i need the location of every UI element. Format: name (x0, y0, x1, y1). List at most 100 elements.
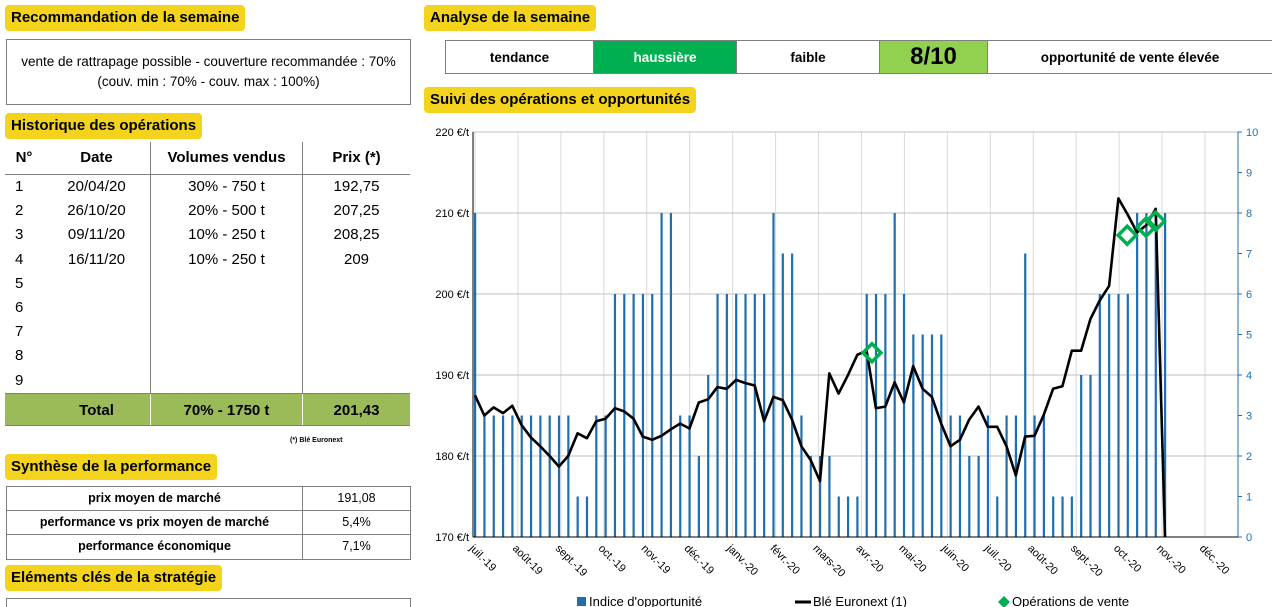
y-right-tick-label: 2 (1246, 451, 1252, 463)
opportunity-bar (613, 294, 617, 537)
y-left-tick-label: 190 €/t (435, 370, 469, 382)
historique-header: Historique des opérations (5, 113, 203, 139)
opportunity-bar (800, 415, 803, 537)
table-row: 6 (5, 295, 410, 321)
y-left-tick-label: 220 €/t (435, 127, 469, 139)
sale-operation-marker (860, 341, 884, 365)
opportunity-bar (846, 496, 850, 537)
opportunity-bar (753, 294, 756, 537)
opportunity-bar (930, 334, 934, 537)
row-prix (303, 344, 410, 368)
y-left-tick-label: 200 €/t (435, 289, 469, 301)
opportunity-bar (669, 213, 673, 537)
row-date: 16/11/20 (43, 247, 151, 272)
opportunity-bar (1070, 496, 1073, 537)
row-date (43, 320, 151, 345)
row-number: 7 (15, 323, 24, 341)
y-left-tick-label: 170 €/t (435, 532, 469, 544)
opportunite-value: opportunité de vente élevée (1040, 49, 1220, 65)
opportunity-bar (1136, 213, 1139, 537)
x-tick-label: juil.-19 (466, 542, 498, 574)
total-spacer (5, 394, 43, 425)
y-left-tick-label: 180 €/t (435, 451, 469, 463)
opportunity-bar (688, 415, 691, 537)
intensite-value: faible (737, 41, 880, 73)
table-row: 3 09/11/20 10% - 250 t 208,25 (5, 223, 410, 248)
suivi-header: Suivi des opérations et opportunités (424, 87, 697, 113)
opportunity-bar (1005, 415, 1008, 537)
wheat-price-line (473, 197, 1167, 538)
opportunity-bar (1126, 294, 1129, 537)
row-date: 26/10/20 (43, 199, 151, 224)
row-prix (303, 272, 410, 296)
x-tick-label: déc.-19 (682, 543, 716, 577)
opportunity-bar (1145, 213, 1148, 537)
opportunity-bar (539, 415, 542, 537)
historique-table: N° Date Volumes vendus Prix (*) 1 20/04/2… (5, 142, 410, 426)
synthese-header: Synthèse de la performance (5, 454, 218, 480)
strategy-table-edge (6, 598, 411, 607)
x-tick-label: août-19 (510, 543, 545, 578)
operations-chart: juil.-19 août-19 sept.-19 oct.-19 nov.-19 déc… (435, 127, 1258, 607)
col-header-n: N° (15, 149, 33, 166)
opportunity-bar (604, 415, 607, 537)
col-header-date: Date (43, 142, 151, 174)
tendance-value: haussière (594, 41, 737, 73)
x-tick-label: mai-20 (896, 543, 928, 575)
opportunity-bar (1061, 496, 1064, 537)
historique-rows: 1 20/04/20 30% - 750 t 192,75 2 26/10/20 20% -… (5, 175, 410, 393)
opportunity-bar (791, 253, 794, 537)
row-number: 8 (15, 347, 24, 365)
opportunity-bar (1098, 294, 1101, 537)
row-number: 3 (15, 226, 24, 244)
y-left-tick-label: 210 €/t (435, 208, 469, 220)
opportunity-bar (1164, 213, 1167, 537)
row-volume (151, 271, 303, 296)
historique-total-row: Total 70% - 1750 t 201,43 (5, 392, 410, 426)
opportunity-bar (474, 213, 477, 537)
opportunity-bar (940, 334, 943, 537)
opportunity-bar (520, 415, 523, 537)
opportunity-bar (651, 294, 654, 537)
row-date: 20/04/20 (43, 175, 151, 200)
opportunity-bar (781, 253, 784, 537)
row-volume (151, 344, 303, 369)
y-right-tick-label: 0 (1246, 532, 1252, 544)
opportunity-bar (595, 415, 598, 537)
score-value: 8/10 (880, 41, 988, 73)
x-tick-label: janv.-20 (724, 542, 760, 578)
opportunity-bar (548, 415, 551, 537)
opportunity-bar (921, 334, 924, 537)
row-volume (151, 295, 303, 321)
opportunity-bar (772, 213, 775, 537)
y-right-tick-label: 10 (1246, 127, 1258, 139)
opportunity-bar (697, 456, 700, 537)
opportunity-bar (576, 496, 579, 537)
y-right-tick-label: 4 (1246, 370, 1252, 382)
opportunity-bar (977, 456, 980, 537)
opportunity-bar (1089, 375, 1092, 537)
row-prix (303, 320, 410, 344)
row-volume: 30% - 750 t (151, 175, 303, 200)
sale-operations (860, 209, 1168, 365)
row-date (43, 295, 151, 321)
table-row: 9 (5, 368, 410, 393)
opportunity-bar (567, 415, 570, 537)
opportunity-bar (585, 496, 589, 537)
opportunity-bar (1108, 294, 1111, 537)
x-tick-label: juil.-20 (981, 542, 1013, 574)
row-prix: 192,75 (333, 178, 380, 195)
recommandation-box: vente de rattrapage possible - couvertur… (6, 39, 411, 105)
row-number: 6 (15, 298, 24, 316)
performance-label: performance économique (7, 535, 303, 559)
y-right-tick-label: 9 (1246, 168, 1252, 180)
x-tick-label: juin-20 (939, 542, 972, 575)
row-date: 09/11/20 (43, 223, 151, 248)
chart-legend: Indice d'opportunité Blé Euronext (1) Opér… (577, 594, 1129, 607)
opportunity-bar (735, 294, 738, 537)
opportunity-bar (679, 415, 682, 537)
sale-operation-marker (1144, 209, 1168, 233)
y-right-tick-label: 3 (1246, 411, 1252, 423)
y-right-tick-label: 7 (1246, 249, 1252, 261)
y-right-tick-label: 1 (1246, 492, 1252, 504)
